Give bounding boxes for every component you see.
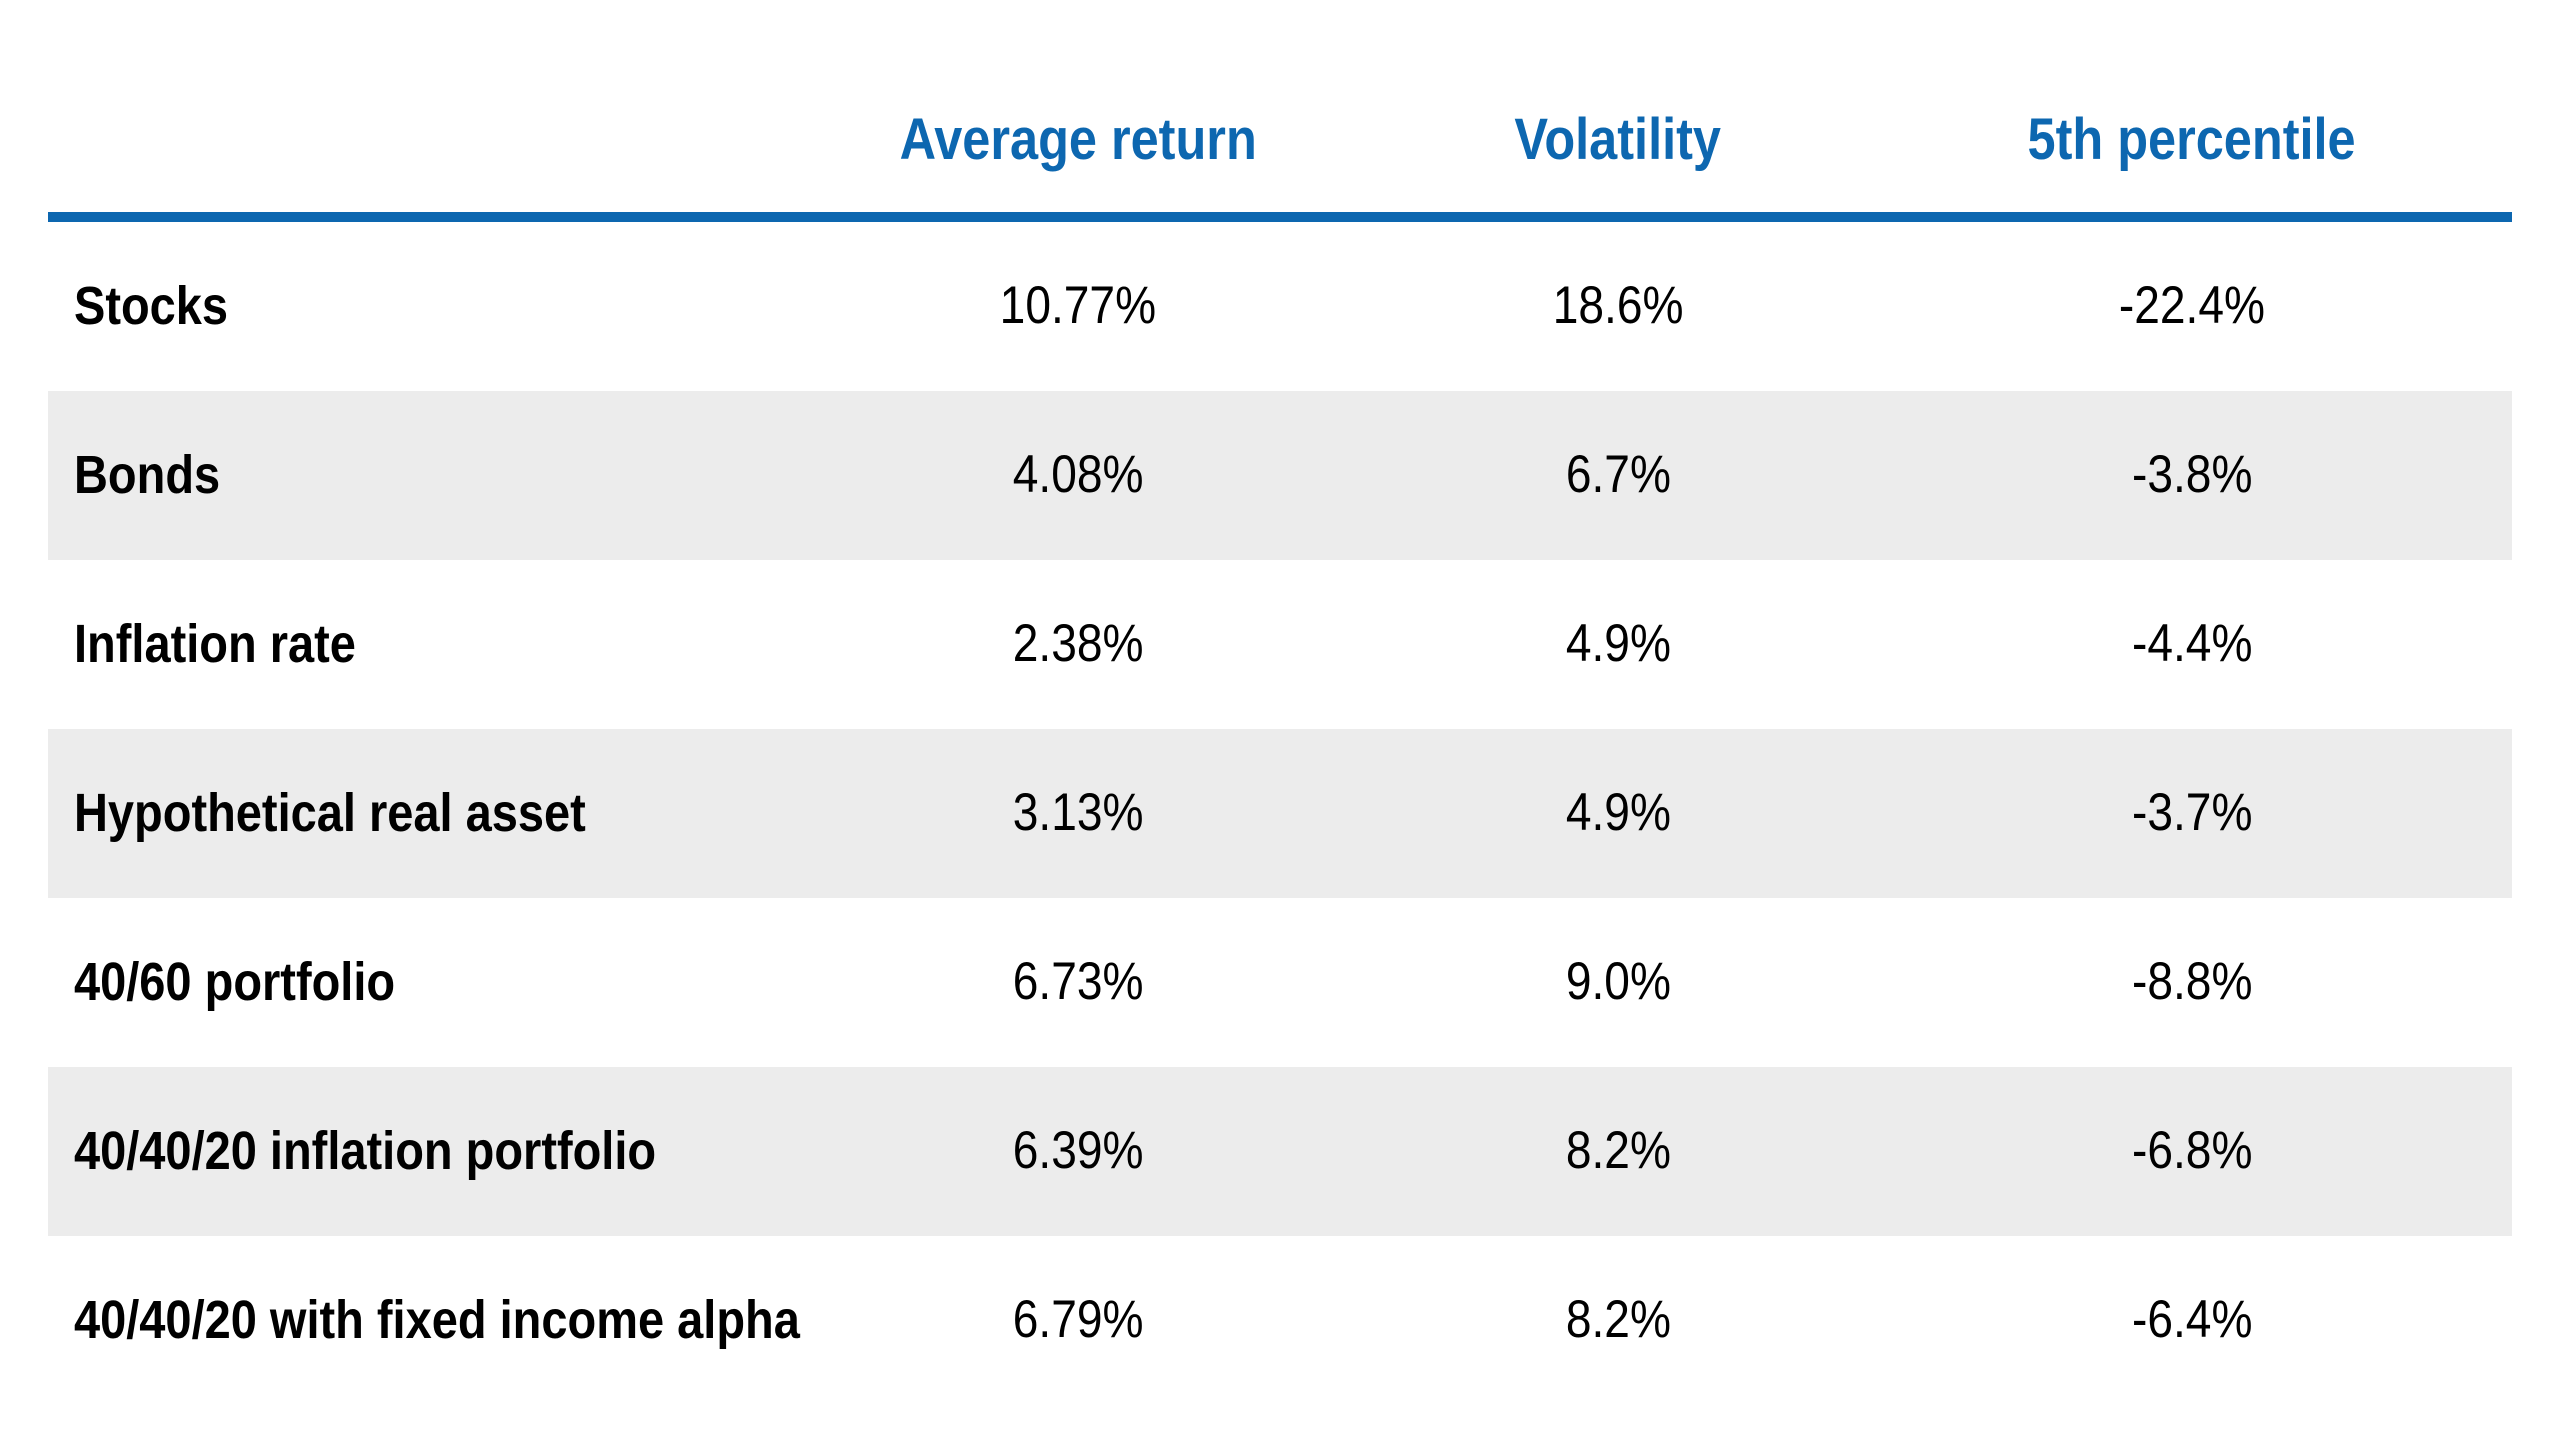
cell-5th-percentile: -6.8% bbox=[2131, 1121, 2253, 1181]
cell-average-return: 3.13% bbox=[1012, 783, 1144, 843]
cell-5th-percentile: -22.4% bbox=[2118, 276, 2266, 336]
cell-average-return: 2.38% bbox=[1012, 614, 1144, 674]
column-header-5th-percentile-label: 5th percentile bbox=[2027, 107, 2357, 173]
cell-volatility: 8.2% bbox=[1565, 1121, 1671, 1181]
cell-volatility: 6.7% bbox=[1565, 445, 1671, 505]
cell-average-return: 6.73% bbox=[1012, 952, 1144, 1012]
cell-average-return: 6.39% bbox=[1012, 1121, 1144, 1181]
table-row-bonds: Bonds 4.08% 6.7% -3.8% bbox=[48, 391, 2512, 560]
table-header-row: Average return Volatility 5th percentile bbox=[48, 0, 2512, 212]
column-header-volatility-label: Volatility bbox=[1514, 107, 1722, 173]
row-label: Hypothetical real asset bbox=[74, 782, 586, 843]
table-row-40-60-portfolio: 40/60 portfolio 6.73% 9.0% -8.8% bbox=[48, 898, 2512, 1067]
column-header-average-return-label: Average return bbox=[899, 107, 1257, 173]
header-rule-divider bbox=[48, 212, 2512, 222]
cell-5th-percentile: -6.4% bbox=[2131, 1290, 2253, 1350]
row-label: 40/60 portfolio bbox=[74, 951, 396, 1012]
returns-volatility-table: Average return Volatility 5th percentile… bbox=[48, 0, 2512, 1405]
row-label: Bonds bbox=[74, 444, 221, 505]
cell-volatility: 4.9% bbox=[1565, 614, 1671, 674]
cell-5th-percentile: -3.7% bbox=[2131, 783, 2253, 843]
column-header-empty bbox=[48, 172, 792, 212]
column-header-5th-percentile: 5th percentile bbox=[1872, 108, 2512, 212]
cell-volatility: 18.6% bbox=[1552, 276, 1684, 336]
row-label: 40/40/20 with fixed income alpha bbox=[74, 1289, 800, 1350]
cell-average-return: 10.77% bbox=[999, 276, 1157, 336]
cell-average-return: 6.79% bbox=[1012, 1290, 1144, 1350]
cell-5th-percentile: -4.4% bbox=[2131, 614, 2253, 674]
row-label: 40/40/20 inflation portfolio bbox=[74, 1120, 657, 1181]
cell-5th-percentile: -3.8% bbox=[2131, 445, 2253, 505]
row-label: Stocks bbox=[74, 275, 229, 336]
table-row-hypothetical-real-asset: Hypothetical real asset 3.13% 4.9% -3.7% bbox=[48, 729, 2512, 898]
column-header-volatility: Volatility bbox=[1364, 108, 1872, 212]
column-header-average-return: Average return bbox=[792, 108, 1364, 212]
cell-average-return: 4.08% bbox=[1012, 445, 1144, 505]
table-row-inflation-rate: Inflation rate 2.38% 4.9% -4.4% bbox=[48, 560, 2512, 729]
table-row-40-40-20-fixed-income-alpha: 40/40/20 with fixed income alpha 6.79% 8… bbox=[48, 1236, 2512, 1405]
table-row-40-40-20-inflation-portfolio: 40/40/20 inflation portfolio 6.39% 8.2% … bbox=[48, 1067, 2512, 1236]
row-label: Inflation rate bbox=[74, 613, 356, 674]
cell-5th-percentile: -8.8% bbox=[2131, 952, 2253, 1012]
table-row-stocks: Stocks 10.77% 18.6% -22.4% bbox=[48, 222, 2512, 391]
cell-volatility: 9.0% bbox=[1565, 952, 1671, 1012]
cell-volatility: 4.9% bbox=[1565, 783, 1671, 843]
cell-volatility: 8.2% bbox=[1565, 1290, 1671, 1350]
